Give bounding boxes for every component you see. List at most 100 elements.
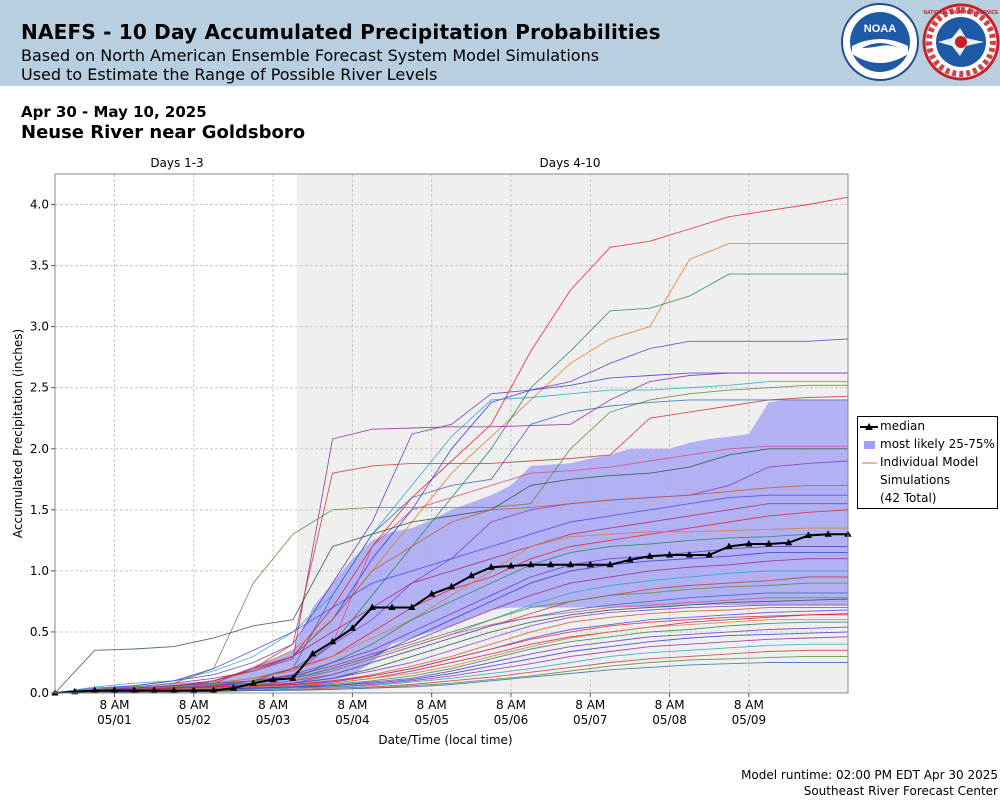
x-tick-label-date: 05/03	[256, 713, 291, 727]
x-tick-label-time: 8 AM	[179, 698, 209, 712]
model-simulation-line	[54, 494, 848, 694]
median-point	[804, 531, 812, 538]
median-point	[190, 686, 198, 694]
model-simulation-line	[54, 619, 848, 694]
median-point	[646, 552, 654, 559]
model-simulation-line	[54, 381, 848, 694]
x-tick-label-date: 05/04	[335, 713, 370, 727]
legend-individual-label-2: Simulations	[880, 473, 951, 487]
x-tick-label-date: 05/05	[414, 713, 449, 727]
x-tick-label-date: 05/01	[97, 713, 132, 727]
model-runtime: Model runtime: 02:00 PM EDT Apr 30 2025	[741, 768, 998, 782]
y-tick-label: 4.0	[30, 198, 49, 212]
legend-median-label: median	[880, 419, 925, 433]
median-point	[150, 686, 158, 694]
median-point	[328, 637, 337, 645]
x-tick-label-date: 05/09	[732, 713, 767, 727]
forecast-office: Southeast River Forecast Center	[803, 784, 998, 798]
legend-median-symbol	[860, 423, 878, 430]
legend-individual-label-1: Individual Model	[880, 455, 979, 469]
model-simulation-line	[54, 582, 848, 694]
noaa-logo-text: NOAA	[864, 23, 896, 35]
x-tick-label-time: 8 AM	[496, 698, 526, 712]
median-point	[824, 530, 832, 537]
x-tick-label-time: 8 AM	[575, 698, 605, 712]
y-tick-label: 1.5	[30, 503, 49, 517]
period-label: Days 1-3	[150, 156, 203, 170]
y-tick-label: 3.0	[30, 320, 49, 334]
model-simulation-line	[54, 614, 848, 694]
page-title: NAEFS - 10 Day Accumulated Precipitation…	[21, 20, 661, 44]
median-point	[309, 649, 317, 657]
median-point	[784, 538, 793, 546]
header-banner: NAEFS - 10 Day Accumulated Precipitation…	[0, 0, 1000, 86]
median-point	[368, 603, 376, 611]
median-point	[765, 540, 773, 547]
nws-logo-text: NATIONAL WEATHER SERVICE	[924, 10, 1000, 16]
model-simulation-line	[54, 384, 848, 694]
median-point	[269, 675, 277, 683]
median-point	[110, 686, 119, 694]
x-axis-label: Date/Time (local time)	[378, 733, 512, 747]
median-point	[606, 560, 614, 568]
median-point	[665, 551, 674, 558]
page-subtitle-1: Based on North American Ensemble Forecas…	[21, 46, 600, 65]
median-point	[507, 561, 515, 569]
page-subtitle-2: Used to Estimate the Range of Possible R…	[21, 65, 438, 84]
model-simulation-line	[54, 503, 848, 694]
y-tick-label: 1.0	[30, 564, 49, 578]
median-point	[626, 555, 634, 563]
legend-individual-symbol	[862, 462, 877, 464]
legend-band-label: most likely 25-75%	[880, 437, 995, 451]
median-point	[566, 560, 575, 568]
nws-logo: NATIONAL WEATHER SERVICE	[922, 3, 1000, 81]
y-tick-label: 2.5	[30, 381, 49, 395]
median-point	[428, 590, 436, 597]
x-tick-label-date: 05/02	[176, 713, 211, 727]
median-point	[685, 551, 693, 558]
period-label: Days 4-10	[540, 156, 601, 170]
legend-individual-label-3: (42 Total)	[880, 491, 937, 505]
legend-band-symbol	[864, 441, 875, 449]
median-point	[725, 542, 733, 549]
median-point	[249, 679, 257, 686]
median-point	[170, 686, 178, 694]
x-tick-label-date: 05/08	[652, 713, 687, 727]
median-point	[586, 560, 594, 568]
y-axis-label: Accumulated Precipitation (inches)	[11, 329, 25, 538]
median-point	[229, 684, 238, 691]
median-point	[348, 624, 356, 631]
median-point	[705, 551, 713, 558]
median-point	[91, 686, 99, 694]
x-tick-label-time: 8 AM	[655, 698, 685, 712]
model-simulation-line	[54, 546, 848, 694]
median-point	[447, 582, 456, 590]
median-point	[210, 686, 218, 694]
median-point	[289, 674, 297, 681]
median-point	[408, 603, 416, 611]
median-point	[467, 571, 475, 579]
noaa-logo: NOAA	[841, 3, 919, 81]
model-simulation-line	[55, 662, 848, 694]
plot-border	[54, 173, 849, 694]
model-simulation-line	[54, 372, 848, 694]
median-point	[745, 540, 753, 547]
y-tick-label: 3.5	[30, 259, 49, 273]
y-tick-label: 0.5	[30, 625, 49, 639]
median-point	[487, 563, 495, 570]
model-simulation-line	[54, 448, 848, 694]
x-tick-label-time: 8 AM	[99, 698, 129, 712]
y-tick-label: 2.0	[30, 442, 49, 456]
median-point	[130, 686, 138, 694]
median-point	[527, 560, 535, 568]
x-tick-label-date: 05/07	[573, 713, 608, 727]
median-point	[547, 560, 555, 568]
location-name: Neuse River near Goldsboro	[21, 122, 306, 143]
median-point	[388, 603, 396, 611]
chart-legend: median most likely 25-75% Individual Mod…	[857, 416, 998, 509]
x-tick-label-time: 8 AM	[734, 698, 764, 712]
x-tick-label-time: 8 AM	[417, 698, 447, 712]
x-tick-label-time: 8 AM	[337, 698, 367, 712]
date-range: Apr 30 - May 10, 2025	[21, 103, 207, 121]
